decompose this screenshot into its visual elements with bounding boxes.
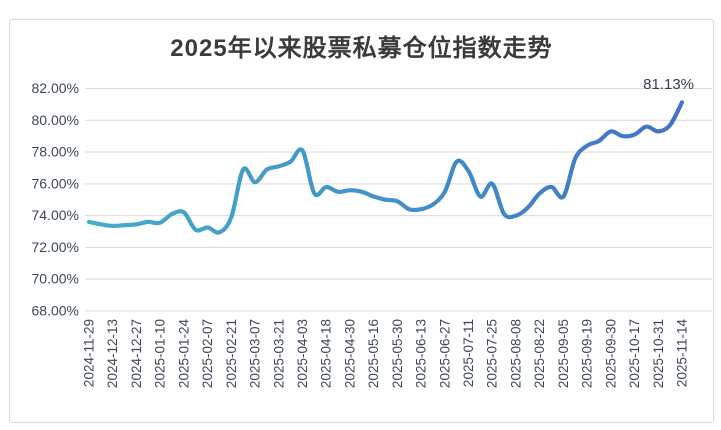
y-tick-label: 78.00%	[32, 144, 79, 160]
x-tick-label: 2025-05-16	[366, 319, 381, 388]
x-tick-label: 2025-07-11	[461, 319, 476, 387]
y-tick-label: 76.00%	[32, 175, 79, 191]
x-tick-label: 2025-11-14	[675, 319, 690, 388]
x-tick-label: 2025-08-22	[532, 319, 547, 388]
chart-title: 2025年以来股票私募仓位指数走势	[170, 35, 553, 62]
y-tick-label: 68.00%	[32, 302, 79, 318]
x-tick-label: 2025-02-07	[200, 319, 215, 388]
x-tick-label: 2025-09-05	[556, 319, 571, 388]
x-tick-label: 2024-12-13	[105, 319, 120, 388]
x-tick-label: 2025-04-03	[295, 319, 310, 388]
x-tick-label: 2025-01-24	[176, 319, 191, 389]
x-tick-label: 2025-08-08	[508, 319, 523, 388]
x-tick-label: 2025-03-07	[248, 319, 263, 388]
x-tick-label: 2025-10-31	[651, 319, 666, 388]
y-tick-label: 74.00%	[32, 207, 79, 223]
x-tick-label: 2024-11-29	[82, 319, 97, 387]
x-tick-label: 2025-09-30	[603, 319, 618, 388]
x-tick-label: 2024-12-27	[129, 319, 144, 388]
x-tick-label: 2025-09-19	[580, 319, 595, 388]
x-tick-label: 2025-02-21	[224, 319, 239, 388]
x-tick-label: 2025-06-13	[414, 319, 429, 388]
y-tick-label: 70.00%	[32, 271, 79, 287]
last-value-label: 81.13%	[643, 76, 694, 93]
x-tick-label: 2025-07-25	[485, 319, 500, 388]
x-tick-label: 2025-04-30	[342, 319, 357, 388]
y-tick-label: 80.00%	[32, 112, 79, 128]
x-tick-label: 2025-10-17	[627, 319, 642, 388]
x-tick-label: 2025-05-30	[390, 319, 405, 388]
position-index-line	[86, 100, 685, 235]
y-tick-label: 82.00%	[32, 80, 79, 96]
y-tick-label: 72.00%	[32, 239, 79, 255]
x-tick-label: 2025-01-10	[153, 319, 168, 388]
chart-frame	[9, 19, 714, 423]
x-tick-label: 2025-03-21	[271, 319, 286, 388]
x-tick-label: 2025-06-27	[437, 319, 452, 388]
x-tick-label: 2025-04-18	[319, 319, 334, 388]
